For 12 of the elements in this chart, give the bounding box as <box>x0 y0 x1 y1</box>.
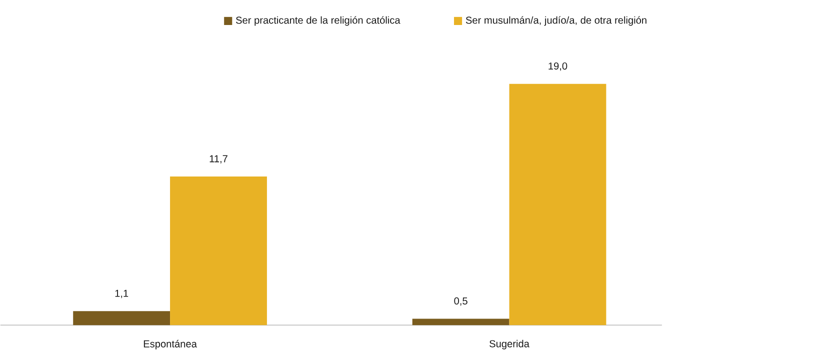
x-tick-label: Espontánea <box>144 340 197 350</box>
legend-label: Ser musulmán/a, judío/a, de otra religión <box>466 16 646 26</box>
legend-label: Ser practicante de la religión católica <box>236 16 400 26</box>
data-label: 11,7 <box>210 155 228 164</box>
data-label: 1,1 <box>115 290 128 298</box>
data-label: 0,5 <box>454 297 468 306</box>
bar <box>412 318 510 325</box>
x-tick-label: Sugerida <box>490 340 530 350</box>
data-label: 19,0 <box>548 62 568 71</box>
bar <box>170 176 267 325</box>
bar <box>73 310 170 325</box>
bar <box>509 84 606 325</box>
